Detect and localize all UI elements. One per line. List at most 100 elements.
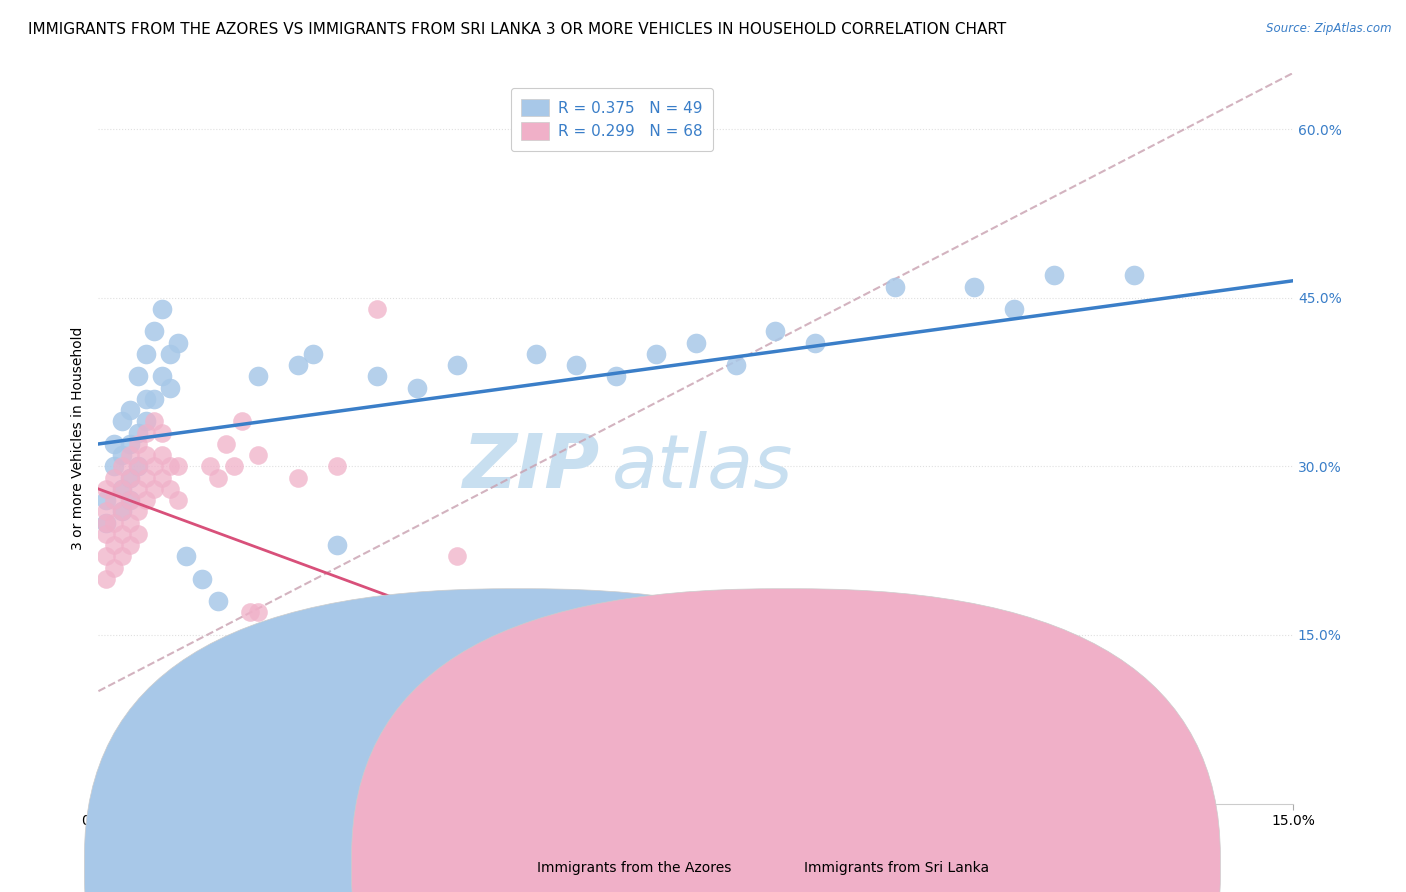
Point: [120, 448, 142, 462]
Point: [127, 425, 149, 440]
Point: [103, 516, 125, 530]
Point: [1043, 268, 1066, 283]
Point: [1122, 268, 1144, 283]
Point: [143, 482, 166, 496]
Point: [127, 459, 149, 474]
Point: [150, 425, 173, 440]
Point: [96, 482, 118, 496]
Point: [287, 470, 309, 484]
Point: [446, 549, 468, 564]
Point: [685, 335, 707, 350]
Text: Source: ZipAtlas.com: Source: ZipAtlas.com: [1267, 22, 1392, 36]
Point: [111, 482, 134, 496]
Text: Immigrants from Sri Lanka: Immigrants from Sri Lanka: [804, 861, 990, 875]
Point: [246, 369, 269, 384]
Point: [127, 504, 149, 518]
Point: [111, 549, 134, 564]
Point: [111, 448, 134, 462]
Point: [120, 403, 142, 417]
Point: [96, 504, 118, 518]
Point: [239, 606, 262, 620]
Point: [526, 695, 548, 709]
Point: [120, 538, 142, 552]
Point: [215, 437, 238, 451]
Point: [287, 358, 309, 372]
Point: [446, 358, 468, 372]
Point: [103, 437, 125, 451]
Text: Immigrants from the Azores: Immigrants from the Azores: [537, 861, 731, 875]
Point: [111, 459, 134, 474]
Point: [763, 325, 786, 339]
Point: [96, 516, 118, 530]
Point: [645, 347, 668, 361]
Text: atlas: atlas: [612, 432, 793, 503]
Point: [263, 706, 285, 721]
Point: [96, 516, 118, 530]
Point: [111, 482, 134, 496]
Point: [120, 493, 142, 508]
Point: [127, 369, 149, 384]
Point: [198, 459, 221, 474]
Y-axis label: 3 or more Vehicles in Household: 3 or more Vehicles in Household: [72, 326, 86, 550]
Point: [135, 414, 157, 428]
Point: [103, 493, 125, 508]
Point: [150, 470, 173, 484]
Point: [111, 504, 134, 518]
Point: [246, 448, 269, 462]
Point: [302, 347, 325, 361]
Point: [103, 538, 125, 552]
Point: [207, 594, 229, 608]
Point: [120, 493, 142, 508]
Point: [127, 459, 149, 474]
Point: [963, 279, 986, 293]
Point: [207, 470, 229, 484]
Point: [844, 606, 866, 620]
Point: [120, 470, 142, 484]
Point: [167, 335, 190, 350]
Point: [159, 482, 181, 496]
Point: [326, 459, 349, 474]
Point: [406, 381, 429, 395]
Point: [135, 425, 157, 440]
Point: [311, 628, 333, 642]
Point: [526, 347, 548, 361]
Point: [685, 729, 707, 743]
Point: [231, 414, 253, 428]
Point: [724, 358, 747, 372]
Point: [96, 493, 118, 508]
Point: [103, 470, 125, 484]
Point: [120, 470, 142, 484]
Point: [159, 459, 181, 474]
Point: [159, 347, 181, 361]
Point: [96, 572, 118, 586]
Point: [135, 470, 157, 484]
Point: [222, 459, 245, 474]
Point: [605, 369, 627, 384]
Point: [191, 718, 214, 732]
Point: [174, 740, 197, 755]
Point: [366, 369, 388, 384]
Point: [135, 493, 157, 508]
Point: [174, 549, 197, 564]
Point: [135, 392, 157, 406]
Point: [103, 560, 125, 574]
Legend: R = 0.375   N = 49, R = 0.299   N = 68: R = 0.375 N = 49, R = 0.299 N = 68: [510, 88, 713, 151]
Point: [120, 437, 142, 451]
Point: [883, 279, 905, 293]
Point: [485, 706, 508, 721]
Point: [804, 718, 827, 732]
Point: [96, 549, 118, 564]
Point: [127, 526, 149, 541]
Point: [143, 459, 166, 474]
Point: [565, 358, 588, 372]
Text: ZIP: ZIP: [463, 431, 600, 504]
Point: [804, 335, 827, 350]
Point: [120, 516, 142, 530]
Point: [565, 718, 588, 732]
Point: [150, 448, 173, 462]
Point: [150, 301, 173, 316]
Point: [366, 301, 388, 316]
Point: [150, 369, 173, 384]
Point: [246, 606, 269, 620]
Point: [103, 459, 125, 474]
